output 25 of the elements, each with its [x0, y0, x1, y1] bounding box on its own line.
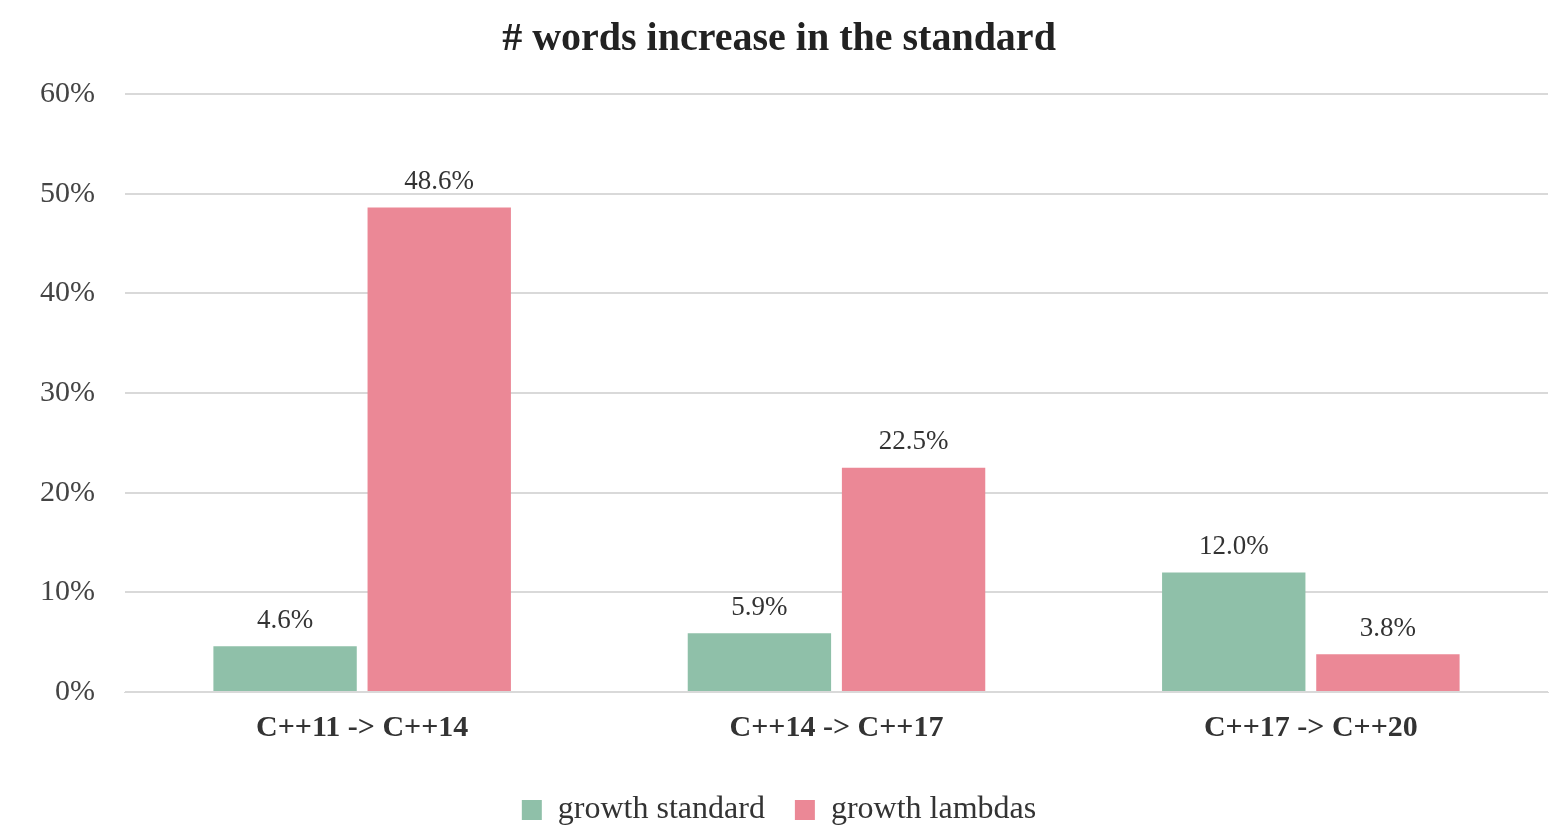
data-label: 22.5%: [878, 425, 949, 456]
x-tick-label: C++14 -> C++17: [729, 708, 944, 742]
bar: [1162, 572, 1306, 691]
x-tick-label: C++17 -> C++20: [1203, 708, 1418, 742]
chart-title: # words increase in the standard: [502, 14, 1056, 60]
x-tick-label: C++11 -> C++14: [256, 708, 469, 742]
bar: [687, 633, 832, 691]
data-label: 48.6%: [404, 165, 475, 196]
legend-label: growth standard: [557, 789, 765, 826]
y-tick-label: 40%: [39, 274, 95, 308]
y-tick-label: 10%: [39, 573, 95, 607]
bar: [1316, 654, 1460, 691]
y-tick-label: 60%: [39, 74, 95, 108]
data-label: 3.8%: [1359, 611, 1417, 642]
bar: [841, 467, 986, 691]
bar: [213, 646, 357, 691]
bar: [367, 207, 511, 691]
y-tick-label: 30%: [39, 373, 95, 407]
data-label: 5.9%: [731, 590, 788, 621]
legend-label: growth lambdas: [830, 789, 1037, 826]
y-tick-label: 0%: [54, 672, 95, 706]
y-tick-label: 50%: [39, 174, 95, 208]
data-label: 12.0%: [1198, 529, 1269, 560]
y-tick-label: 20%: [39, 473, 95, 507]
data-label: 4.6%: [256, 603, 314, 634]
